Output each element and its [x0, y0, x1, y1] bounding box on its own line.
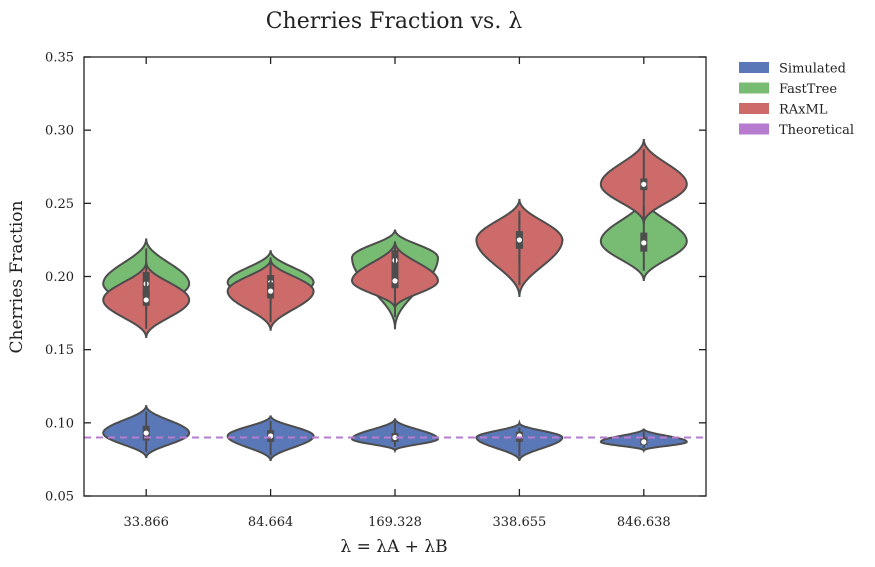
legend-label-simulated: Simulated — [779, 62, 846, 77]
median-point-raxml-4 — [641, 181, 647, 187]
y-tick-label: 0.15 — [45, 343, 74, 358]
median-point-raxml-1 — [268, 288, 274, 294]
x-tick-label: 169.328 — [368, 515, 422, 530]
chart-title: Cherries Fraction vs. λ — [266, 9, 523, 34]
legend-label-raxml: RAxML — [779, 103, 828, 118]
legend: Simulated FastTree RAxML Theoretical — [739, 62, 854, 138]
legend-swatch-simulated — [739, 62, 769, 73]
legend-label-theoretical: Theoretical — [779, 123, 854, 138]
x-axis: 33.866 84.664 169.328 338.655 846.638 — [123, 57, 671, 530]
y-tick-label: 0.10 — [45, 416, 74, 431]
legend-swatch-raxml — [739, 103, 769, 114]
median-point-simulated-4 — [641, 439, 647, 445]
y-tick-label: 0.25 — [45, 197, 74, 212]
median-point-fasttree-4 — [641, 240, 647, 246]
legend-label-fasttree: FastTree — [779, 82, 837, 97]
y-tick-label: 0.30 — [45, 124, 74, 139]
y-tick-label: 0.05 — [45, 490, 74, 505]
y-tick-label: 0.20 — [45, 270, 74, 285]
x-tick-label: 846.638 — [617, 515, 671, 530]
chart-title-text: Cherries Fraction vs. λ — [266, 9, 523, 34]
plot-area — [83, 56, 707, 497]
x-tick-label: 338.655 — [493, 515, 547, 530]
legend-swatch-theoretical — [739, 123, 769, 135]
x-tick-label: 33.866 — [123, 515, 169, 530]
median-point-raxml-0 — [143, 297, 149, 303]
x-axis-title: λ = λA + λB — [340, 537, 447, 557]
median-point-simulated-2 — [392, 434, 398, 441]
median-point-raxml-3 — [516, 237, 523, 243]
median-point-raxml-2 — [392, 278, 398, 284]
y-axis-title: Cherries Fraction — [7, 200, 27, 353]
y-tick-label: 0.35 — [45, 51, 74, 66]
median-point-simulated-0 — [143, 430, 149, 436]
legend-swatch-fasttree — [739, 82, 769, 94]
y-axis: 0.05 0.10 0.15 0.20 0.25 0.30 0.35 — [45, 51, 706, 505]
x-tick-label: 84.664 — [248, 515, 294, 530]
